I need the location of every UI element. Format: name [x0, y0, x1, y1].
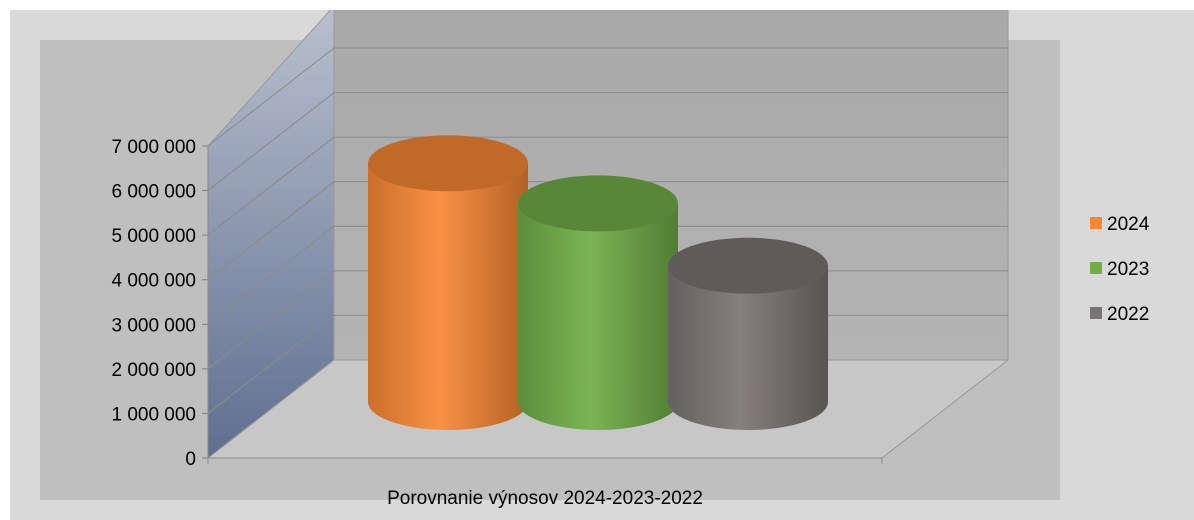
legend-item-2024: 2024	[1090, 214, 1150, 235]
y-tick-label: 4 000 000	[111, 271, 196, 292]
gridline	[207, 47, 1008, 147]
cylinder-body	[518, 203, 678, 430]
cylinder-body	[668, 265, 828, 430]
y-tick-label: 5 000 000	[111, 226, 196, 247]
legend-item-2023: 2023	[1090, 259, 1149, 280]
legend-label: 2023	[1107, 259, 1149, 280]
cylinder-top	[518, 175, 678, 232]
y-tick-label: 2 000 000	[111, 360, 196, 381]
bars	[368, 135, 828, 431]
gridline	[207, 225, 1008, 325]
chart-frame: 0 1 000 000 2 000 000 3 000 000 4 000 000 5 0…	[10, 10, 1194, 520]
legend-label: 2022	[1107, 304, 1149, 325]
legend-item-2022: 2022	[1090, 304, 1149, 325]
bar-2022	[668, 237, 828, 430]
cylinder-body	[368, 163, 528, 431]
y-tick-label: 7 000 000	[111, 137, 196, 158]
legend-swatch	[1090, 217, 1102, 229]
legend-swatch	[1090, 307, 1102, 319]
cylinder-top	[368, 135, 528, 192]
bar-chart: 0 1 000 000 2 000 000 3 000 000 4 000 000 5 0…	[40, 10, 1150, 509]
y-tick-label: 0	[185, 449, 196, 470]
gridline	[207, 92, 1008, 191]
x-axis-categories: Porovnanie výnosov 2024-2023-2022	[387, 488, 703, 509]
bar-2024	[368, 135, 528, 431]
bar-2023	[518, 175, 678, 430]
y-tick-label: 6 000 000	[111, 182, 196, 203]
legend-swatch	[1090, 262, 1102, 274]
gridline	[207, 181, 1008, 281]
axes	[202, 145, 883, 464]
y-tick-label: 3 000 000	[111, 315, 196, 336]
x-category-label: Porovnanie výnosov 2024-2023-2022	[387, 488, 703, 509]
legend: 2024 2023 2022	[1090, 214, 1150, 325]
legend-label: 2024	[1107, 214, 1150, 235]
y-axis-ticks: 0 1 000 000 2 000 000 3 000 000 4 000 000 5 0…	[111, 137, 196, 470]
y-tick-label: 1 000 000	[111, 404, 196, 425]
cylinder-top	[668, 237, 828, 294]
gridline	[207, 136, 1008, 236]
